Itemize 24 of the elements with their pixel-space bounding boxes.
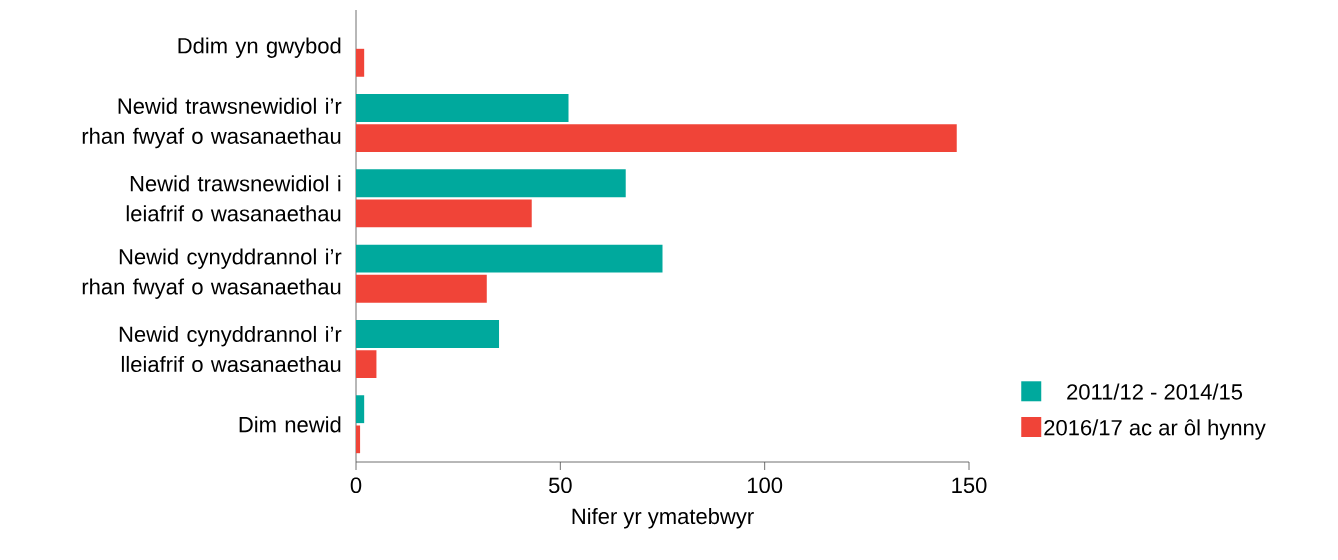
x-tick-label: 150: [952, 477, 987, 494]
bar: [356, 124, 957, 153]
bar: [356, 169, 626, 198]
x-tick-label: 100: [748, 477, 783, 494]
y-tick-label: Ddim yn gwybod: [178, 37, 341, 58]
y-tick-label: Newid trawsnewidiol i leiafrif o wasanaethau: [126, 175, 341, 222]
y-tick-label: Newid trawsnewidiol i’r rhan fwyaf o wasanaethau: [82, 97, 342, 149]
x-axis-title: Nifer yr ymatebwyr: [572, 507, 754, 529]
bar: [356, 350, 377, 379]
bar: [356, 425, 361, 454]
x-tick-label: 50: [548, 477, 572, 494]
legend-label: 2016/17 ac ar ôl hynny: [1044, 419, 1266, 440]
bar: [356, 199, 532, 228]
x-tick-label: 0: [350, 477, 362, 494]
bar: [356, 244, 663, 273]
legend-label: 2011/12 - 2014/15: [1067, 383, 1243, 400]
y-tick-label: Dim newid: [239, 416, 341, 433]
bar: [356, 395, 365, 424]
y-tick-label: Newid cynyddrannol i’r lleiafrif o wasanaethau: [119, 325, 342, 373]
bar: [356, 320, 500, 348]
y-tick-label: Newid cynyddrannol i’r rhan fwyaf o wasanaethau: [82, 248, 342, 299]
bar: [356, 274, 487, 303]
bar: [356, 94, 569, 122]
bar: [356, 48, 365, 77]
